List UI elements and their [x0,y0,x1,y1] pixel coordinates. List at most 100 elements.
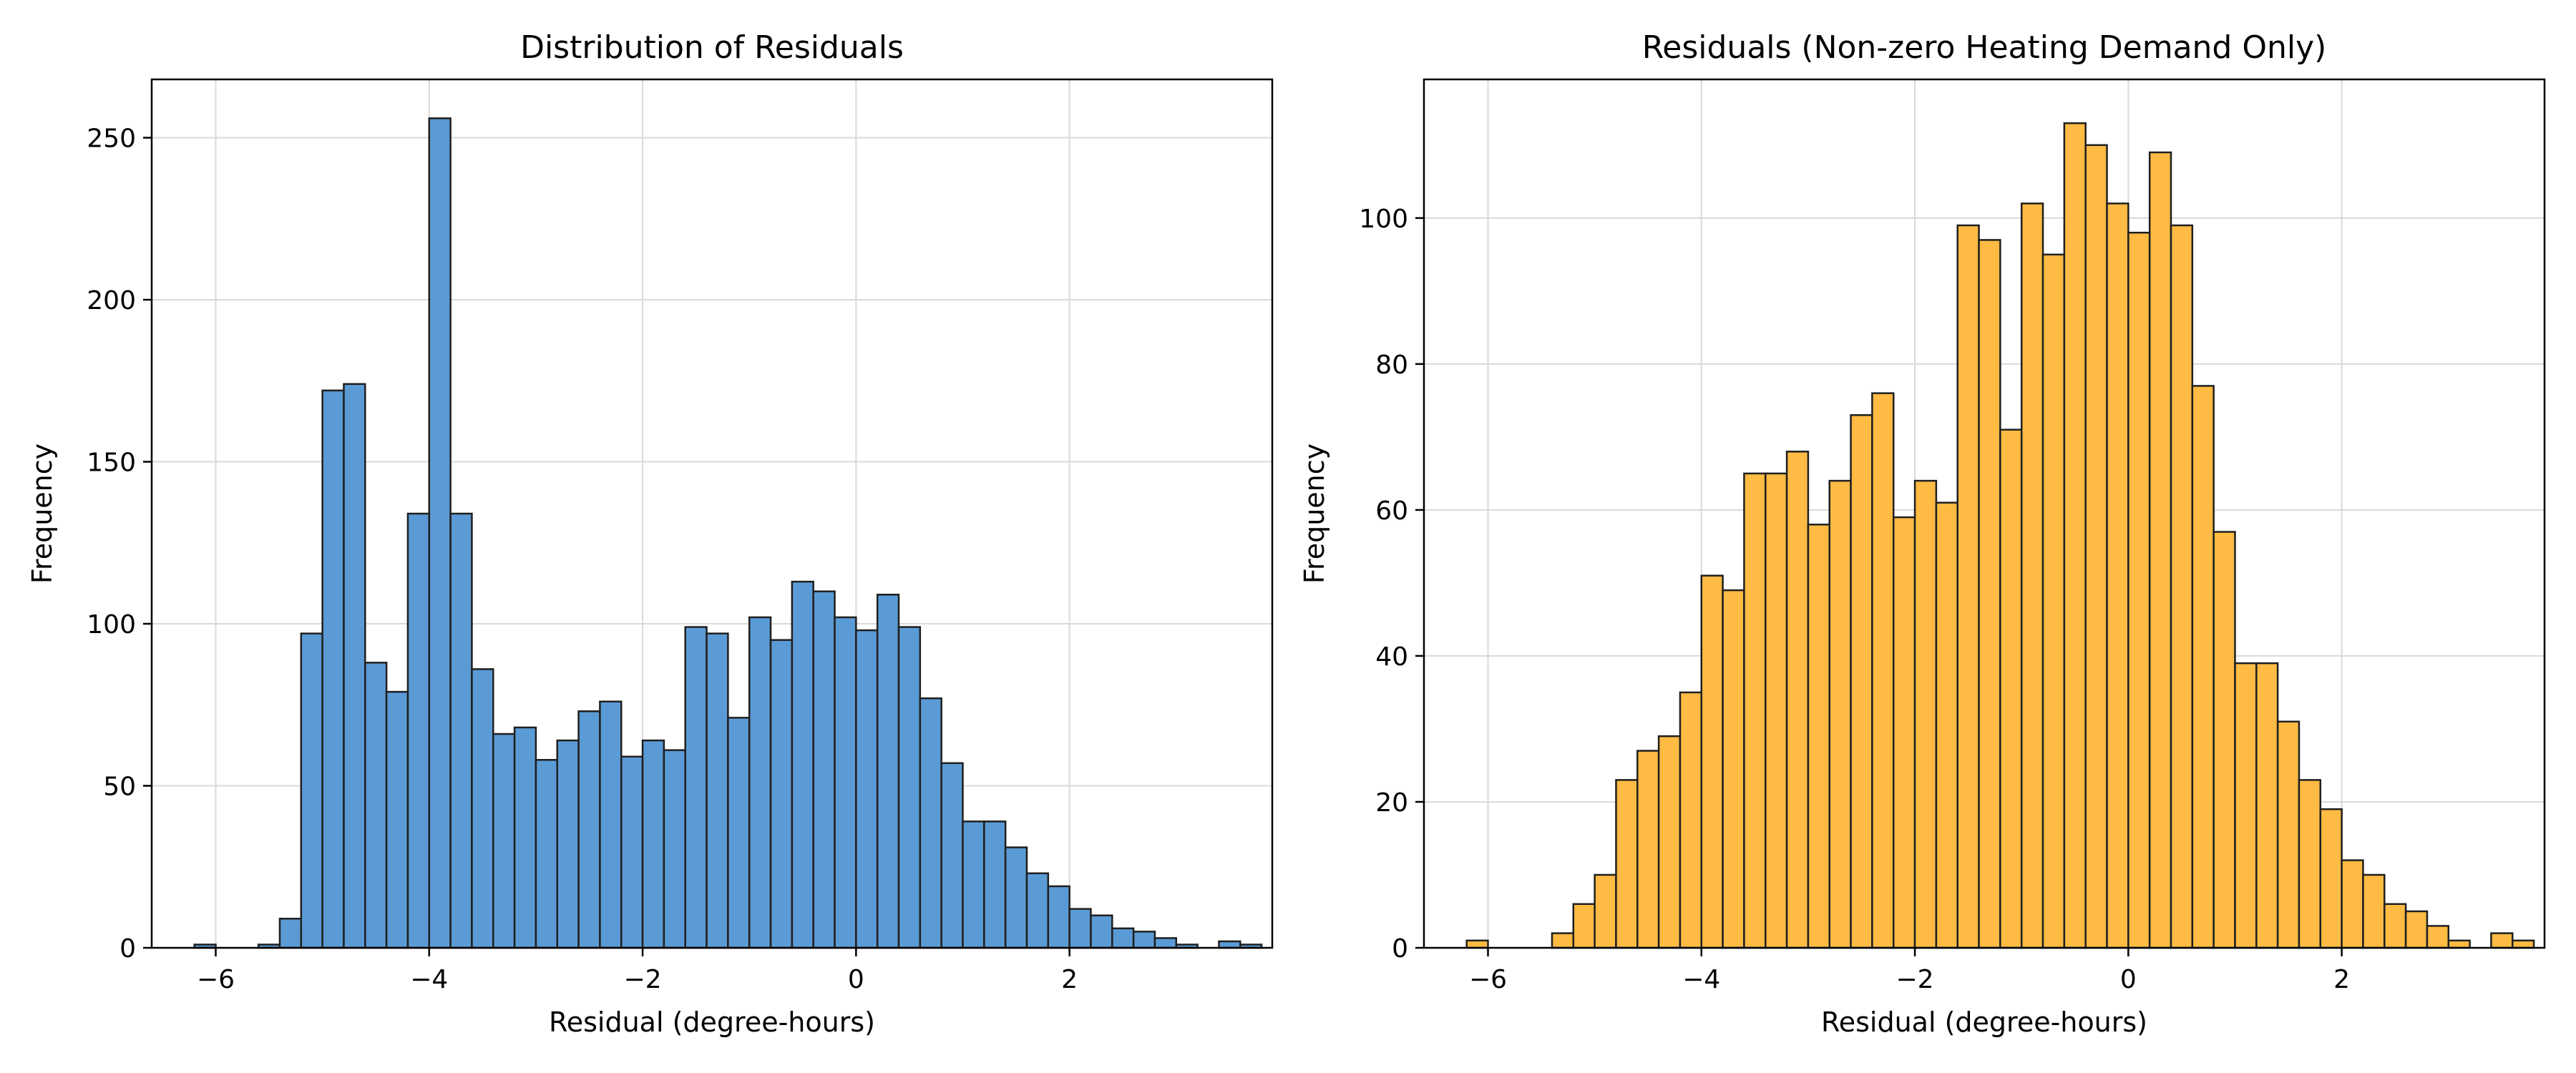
x-tick-label: 2 [1061,965,1078,994]
y-tick-label: 60 [1375,496,1408,526]
y-tick-label: 20 [1375,788,1408,818]
histogram-bar [897,626,922,949]
histogram-bar [599,700,623,949]
y-tick-label: 100 [87,610,136,640]
histogram-bar [1743,472,1767,949]
histogram-bar [2319,808,2343,949]
histogram-bar [919,697,942,949]
histogram-bar [2341,859,2364,949]
histogram-bar [1785,451,1810,949]
histogram-bar [2084,144,2108,949]
x-tick-label: −2 [1896,965,1934,994]
histogram-bar [406,512,431,949]
histogram-bar [727,717,751,949]
histogram-bar [1722,589,1745,949]
x-tick-label: 2 [2333,965,2350,994]
histogram-bar [812,590,836,949]
histogram-bar [706,632,729,949]
histogram-bar [471,668,494,949]
histogram-bar [1850,414,1873,949]
histogram-bar [1068,908,1092,949]
histogram-bar [1871,392,1895,949]
y-tick-label: 0 [1392,934,1408,964]
histogram-bar [1025,872,1050,949]
histogram-bar [2234,662,2258,949]
histogram-bar [2255,662,2279,949]
plot-frame [1423,78,2546,949]
histogram-bar [1615,779,1639,949]
histogram-bar [1594,873,1617,949]
histogram-bar [2127,231,2151,949]
y-tick-label: 250 [87,124,136,154]
histogram-bar [2106,202,2129,949]
bars [193,117,1263,949]
histogram-bar [1978,239,2001,949]
histogram-bar [876,593,900,949]
chart-title: Distribution of Residuals [520,29,904,66]
histogram-bar [2063,122,2087,949]
histogram-bar [1132,931,1156,949]
histogram-bar [1090,914,1113,949]
histogram-bar [278,917,303,949]
x-ticks: −6 −4 −2 0 2 [197,948,1078,994]
x-tick-label: −6 [197,965,235,994]
histogram-bar [513,726,537,949]
histogram-bar [2404,910,2429,949]
histogram-bar [1828,479,1852,949]
histogram-bar [834,616,857,949]
histogram-bar [556,739,580,949]
histogram-bar [2384,903,2407,949]
histogram-bar [1700,574,1724,949]
histogram-bar [300,632,323,949]
histogram-bar [1765,472,1788,949]
histogram-bar [1153,937,1178,949]
y-tick-label: 40 [1375,642,1408,672]
histogram-bar [1999,428,2023,949]
histogram-bar [855,629,879,949]
histogram-bar [2276,720,2301,949]
histogram-bar [641,739,665,949]
histogram-bar [791,580,814,949]
histogram-bar [385,690,409,949]
histogram-bar [321,389,345,949]
histogram-bar [343,383,366,949]
histogram-bar [1111,927,1135,949]
histogram-bar [983,820,1007,949]
x-axis-label: Residual (degree-hours) [1821,1006,2147,1038]
histogram-bar [2212,531,2236,949]
y-ticks: 0 20 40 60 80 100 [1359,205,1424,964]
histogram-bar [1807,524,1830,949]
x-tick-label: 0 [2120,965,2137,994]
histogram-bar [962,820,985,949]
chart-residuals-all: −6 −4 −2 0 2 0 50 100 150 200 250 Distribution of… [26,29,1274,1038]
histogram-bar [1551,932,1575,949]
histogram-bar [620,755,644,949]
histogram-bar [1572,903,1596,949]
histogram-bar [2490,932,2514,949]
y-ticks: 0 50 100 150 200 250 [87,124,152,964]
histogram-bar [1004,846,1028,949]
y-tick-label: 150 [87,449,136,478]
y-tick-label: 80 [1375,351,1408,380]
plot-frame [150,78,1274,949]
histogram-bar [449,512,473,949]
x-tick-label: −2 [624,965,662,994]
bars [1465,122,2535,949]
histogram-bar [2362,873,2386,949]
y-tick-label: 100 [1359,205,1408,234]
x-tick-label: −4 [1682,965,1720,994]
histogram-bar [1935,501,1958,949]
histogram-bar [492,733,516,949]
histogram-bar [1956,224,1980,949]
y-axis-label: Frequency [26,444,58,584]
histogram-bar [940,762,964,949]
x-tick-label: −4 [410,965,448,994]
histogram-bar [1218,940,1241,949]
chart-residuals-nonzero: −6 −4 −2 0 2 0 20 40 60 80 100 Residuals (Non-zer… [1299,29,2546,1038]
histogram-bar [535,759,558,949]
histogram-bar [2170,224,2194,949]
histogram-bar [2191,385,2215,949]
y-axis-label: Frequency [1299,444,1330,584]
y-tick-label: 200 [87,286,136,315]
